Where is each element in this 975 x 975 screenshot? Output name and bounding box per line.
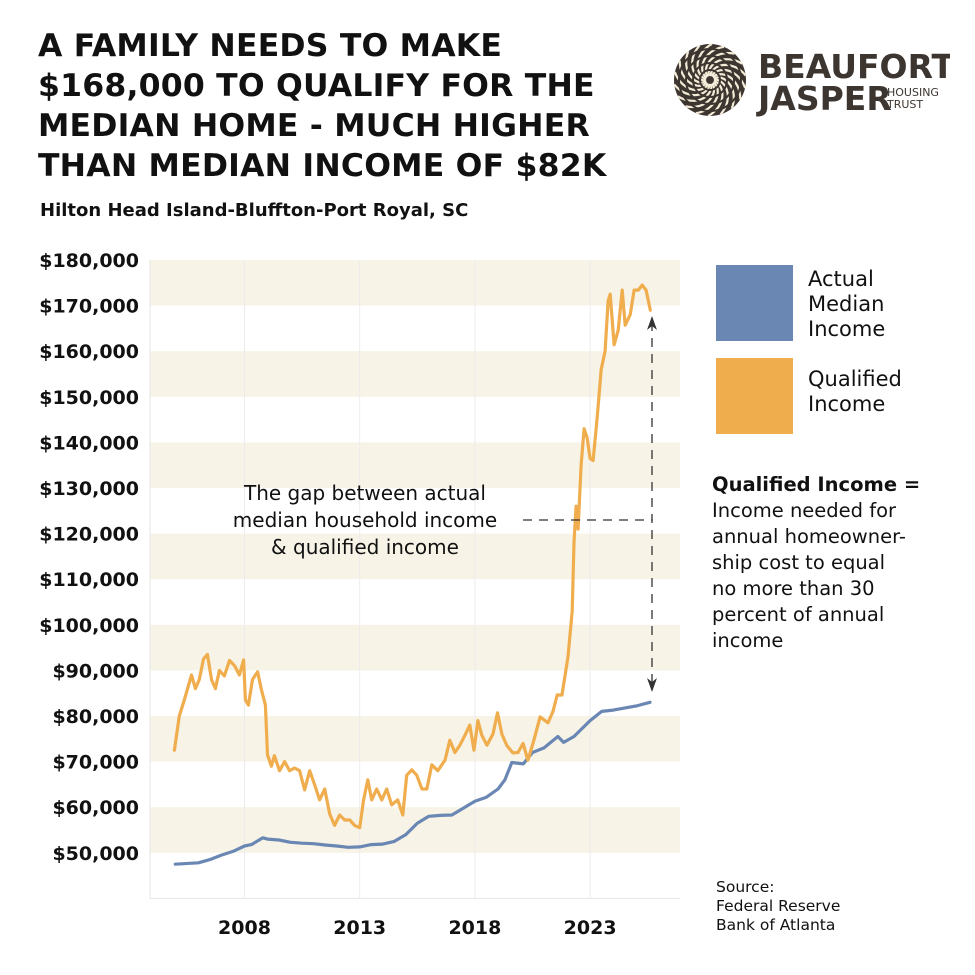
source-line: Bank of Atlanta (716, 916, 836, 934)
legend-swatch-qualified (716, 358, 793, 434)
title-line: A FAMILY NEEDS TO MAKE (38, 28, 503, 64)
annotation-line: The gap between actual (244, 481, 486, 505)
background-band (150, 533, 680, 580)
title-line: THAN MEDIAN INCOME OF $82K (38, 148, 607, 184)
y-tick-label: $120,000 (39, 524, 139, 546)
annotation-line: median household income (232, 508, 498, 532)
vertical-gridlines (243, 260, 591, 899)
y-tick-label: $180,000 (39, 250, 139, 272)
y-tick-label: $80,000 (52, 706, 139, 728)
definition-heading: Qualified Income = (712, 473, 921, 496)
background-band (150, 624, 680, 671)
source-line: Federal Reserve (716, 897, 841, 915)
qualified-income-definition: Qualified Income = Income needed for ann… (712, 472, 962, 654)
background-band (150, 260, 680, 306)
y-tick-label: $130,000 (39, 478, 139, 500)
title-line: MEDIAN HOME - MUCH HIGHER (38, 108, 590, 144)
legend-line: Qualified (808, 367, 902, 391)
x-tick-label: 2008 (218, 917, 271, 939)
y-tick-label: $100,000 (39, 615, 139, 637)
y-tick-label: $150,000 (39, 387, 139, 409)
x-tick-label: 2023 (564, 917, 617, 939)
definition-line: annual homeowner- (712, 525, 906, 548)
background-band (150, 351, 680, 397)
definition-line: income (712, 629, 784, 652)
background-band (150, 716, 680, 762)
y-tick-label: $70,000 (52, 752, 139, 774)
arrow-down-icon (647, 678, 657, 692)
logo-text-trust: TRUST (886, 98, 923, 111)
background-band (150, 807, 680, 853)
x-tick-label: 2018 (448, 917, 501, 939)
definition-line: no more than 30 (712, 577, 875, 600)
legend-line: Income (808, 392, 886, 416)
logo-text-housing: HOUSING (887, 86, 939, 99)
series-lines (172, 283, 652, 866)
background-band (150, 442, 680, 488)
legend-label-actual: Actual Median Income (808, 267, 885, 342)
y-tick-label: $50,000 (52, 843, 139, 865)
y-tick-label: $170,000 (39, 296, 139, 318)
y-tick-label: $110,000 (39, 569, 139, 591)
legend-swatch-actual (716, 265, 793, 341)
legend-line: Actual (808, 267, 874, 291)
gap-arrows (523, 316, 657, 692)
title-line: $168,000 TO QUALIFY FOR THE (38, 68, 595, 104)
arrow-up-icon (647, 316, 657, 330)
legend-line: Median (808, 292, 885, 316)
logo-text-jasper: JASPER (756, 79, 892, 118)
annotation-line: & qualified income (271, 535, 459, 559)
chart-title: A FAMILY NEEDS TO MAKE $168,000 TO QUALI… (38, 26, 678, 186)
logo-spiral-icon (673, 43, 747, 117)
actual-median-income-line (173, 700, 652, 866)
y-tick-label: $160,000 (39, 341, 139, 363)
definition-line: percent of annual (712, 603, 885, 626)
chart-subtitle: Hilton Head Island-Bluffton-Port Royal, … (40, 200, 469, 221)
source-note: Source: Federal Reserve Bank of Atlanta (716, 878, 840, 935)
definition-line: ship cost to equal (712, 551, 886, 574)
x-tick-label: 2013 (333, 917, 386, 939)
source-line: Source: (716, 878, 775, 896)
y-tick-label: $140,000 (39, 432, 139, 454)
legend-line: Income (808, 317, 886, 341)
y-axis-labels: $180,000 $170,000 $160,000 $150,000 $140,000… (39, 250, 139, 865)
y-tick-label: $60,000 (52, 797, 139, 819)
definition-line: Income needed for (712, 499, 897, 522)
logo-text-beaufort: BEAUFORT (758, 47, 950, 86)
background-bands (149, 260, 680, 899)
gap-annotation: The gap between actual median household … (190, 480, 540, 561)
legend-label-qualified: Qualified Income (808, 367, 902, 417)
x-axis-labels: 2008 2013 2018 2023 (218, 917, 617, 939)
y-tick-label: $90,000 (52, 660, 139, 682)
qualified-income-line (172, 283, 652, 830)
beaufort-jasper-logo: BEAUFORT JASPER HOUSING TRUST (673, 43, 950, 118)
